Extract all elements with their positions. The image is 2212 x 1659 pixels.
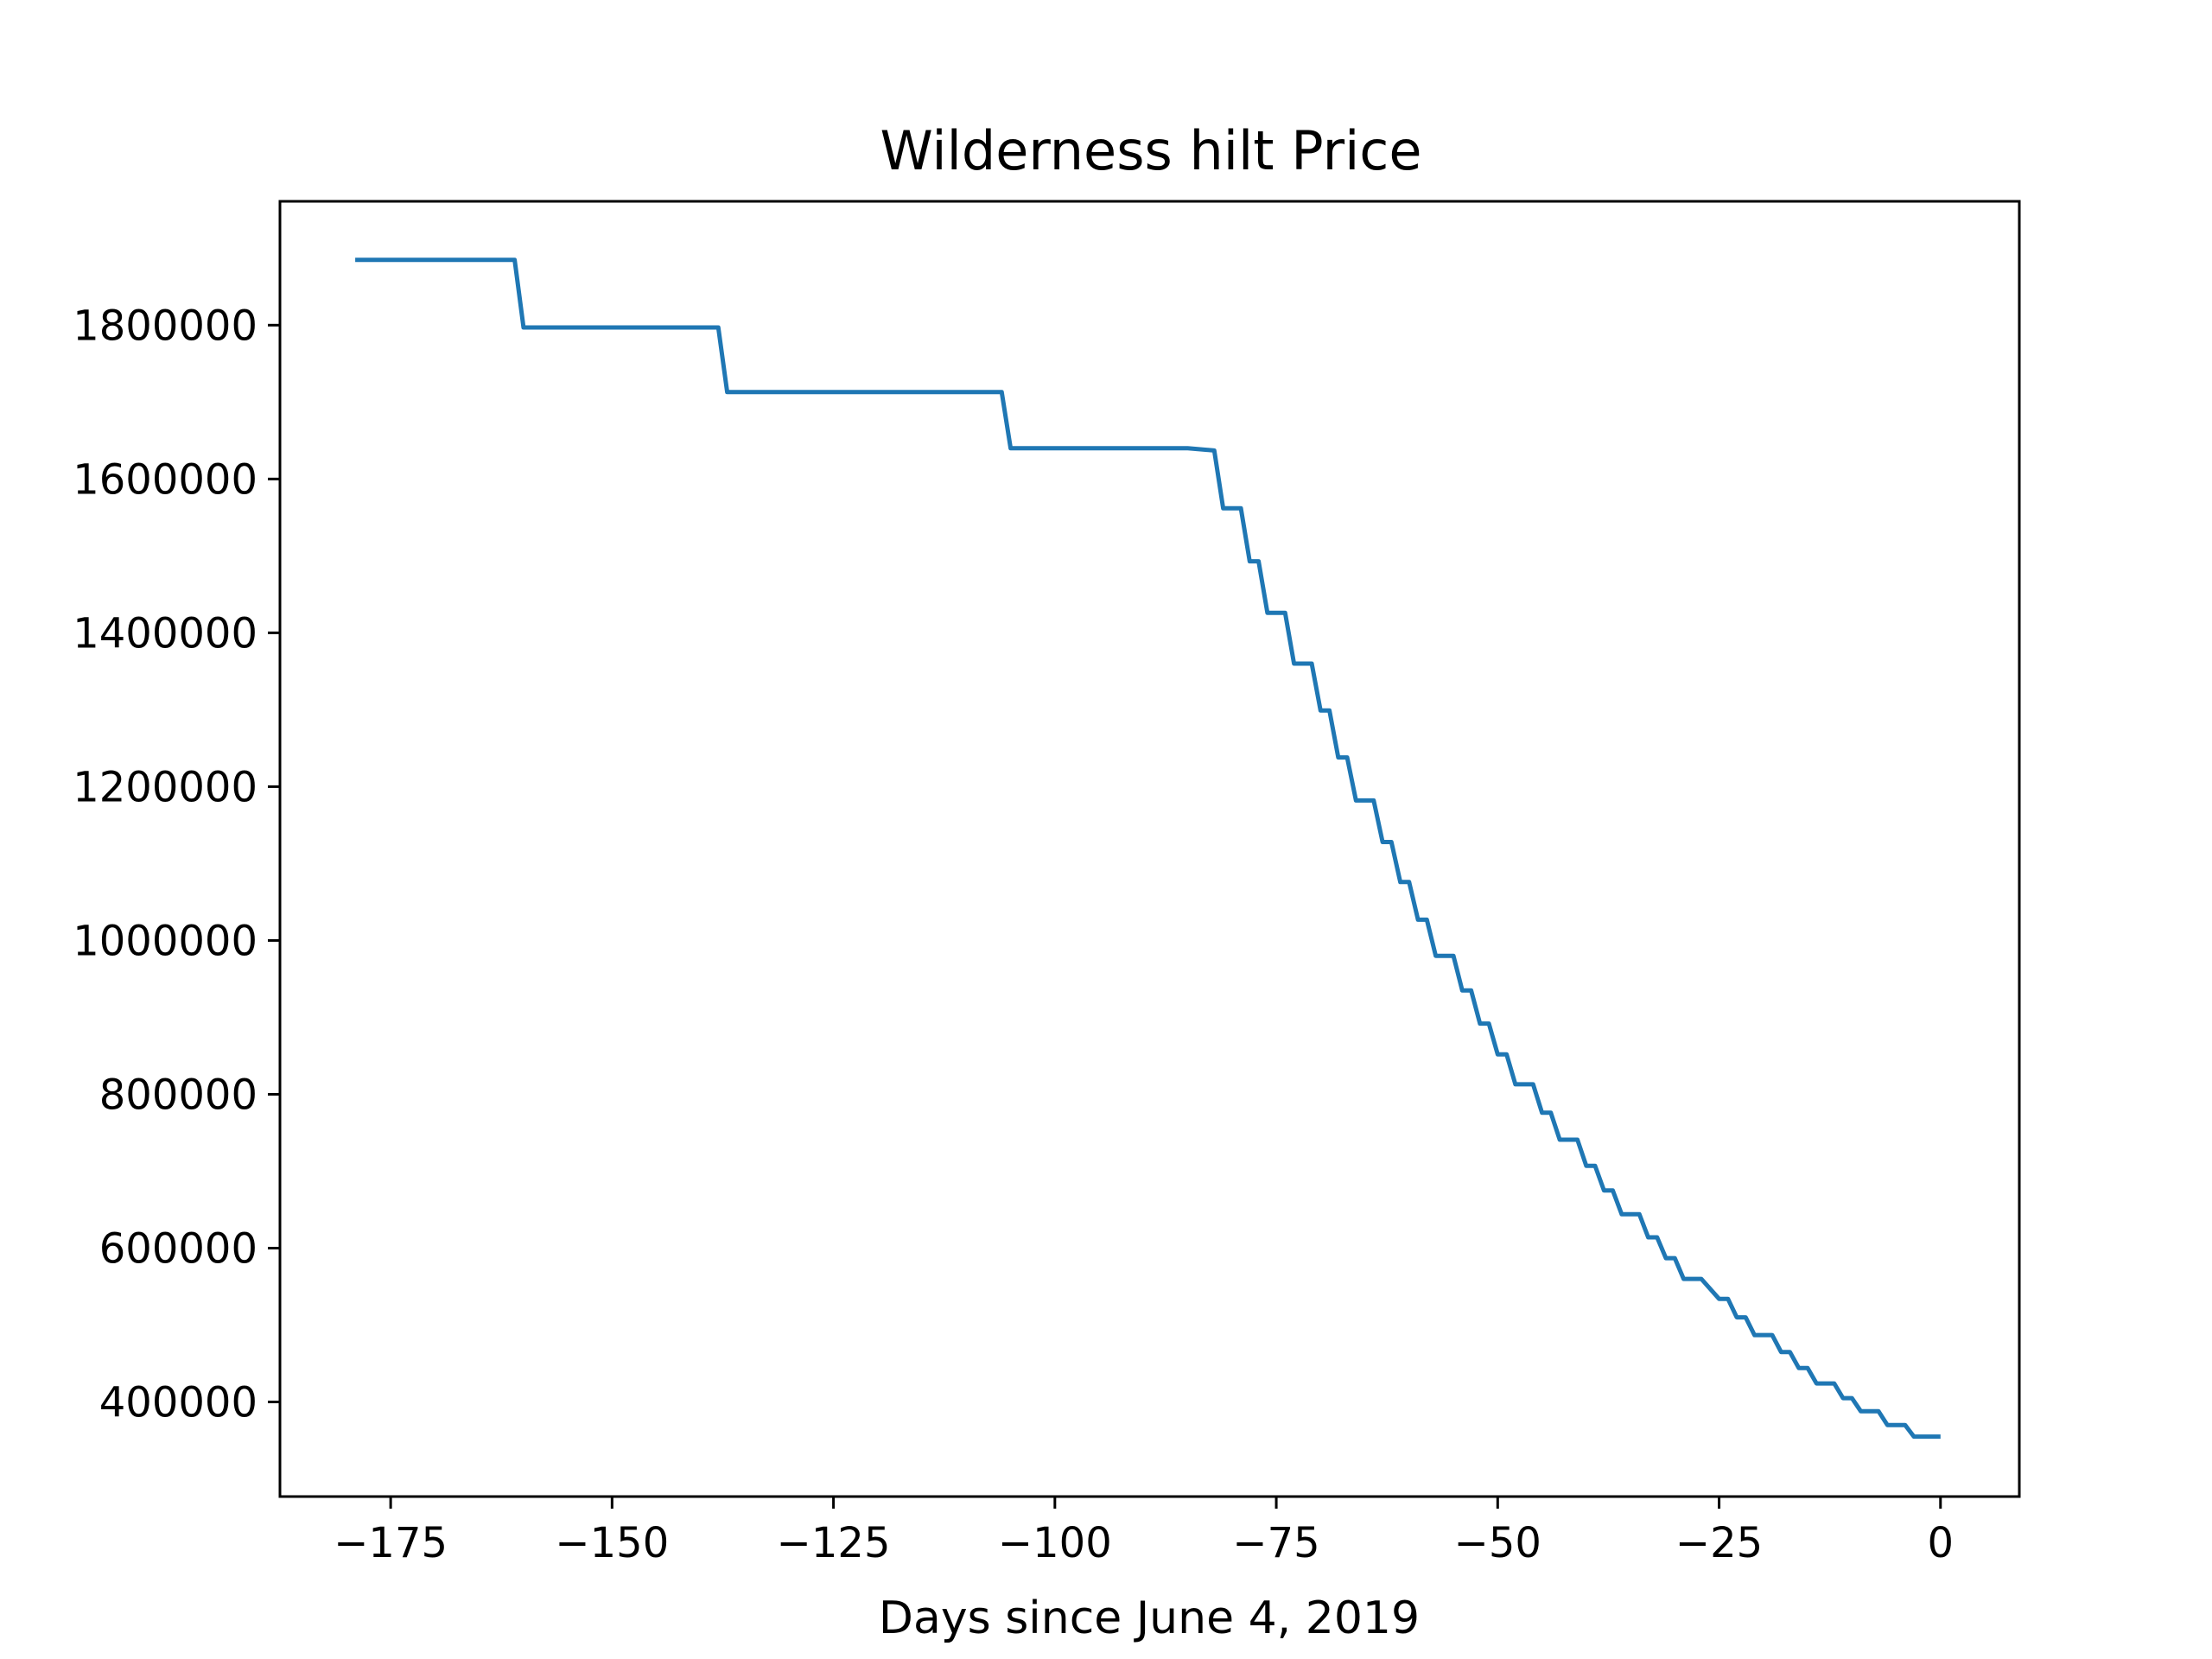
x-tick-label: −125	[777, 1519, 891, 1567]
x-axis-label: Days since June 4, 2019	[879, 1592, 1420, 1644]
x-tick-label: −150	[555, 1519, 669, 1567]
x-tick-label: −100	[998, 1519, 1112, 1567]
y-tick-label: 400000	[99, 1379, 257, 1427]
y-tick-label: 800000	[99, 1071, 257, 1119]
y-tick-label: 600000	[99, 1224, 257, 1273]
plot-area	[355, 257, 1941, 1440]
x-tick-label: −175	[334, 1519, 448, 1567]
x-axis: −175 −150 −125 −100 −75 −50 −25 0	[334, 1497, 1954, 1567]
y-tick-label: 1800000	[73, 302, 257, 350]
y-tick-label: 1400000	[73, 609, 257, 658]
chart-title: Wilderness hilt Price	[880, 119, 1421, 182]
plot-frame	[278, 200, 2021, 1498]
x-tick-label: −75	[1232, 1519, 1319, 1567]
y-axis: 400000 600000 800000 1000000 1200000 1400000 1…	[73, 302, 280, 1427]
series-line-0	[355, 257, 1941, 1440]
x-tick-label: 0	[1928, 1519, 1955, 1567]
x-tick-label: −50	[1454, 1519, 1541, 1567]
y-tick-label: 1200000	[73, 763, 257, 811]
y-tick-label: 1600000	[73, 455, 257, 504]
y-tick-label: 1000000	[73, 917, 257, 965]
x-tick-label: −25	[1675, 1519, 1763, 1567]
